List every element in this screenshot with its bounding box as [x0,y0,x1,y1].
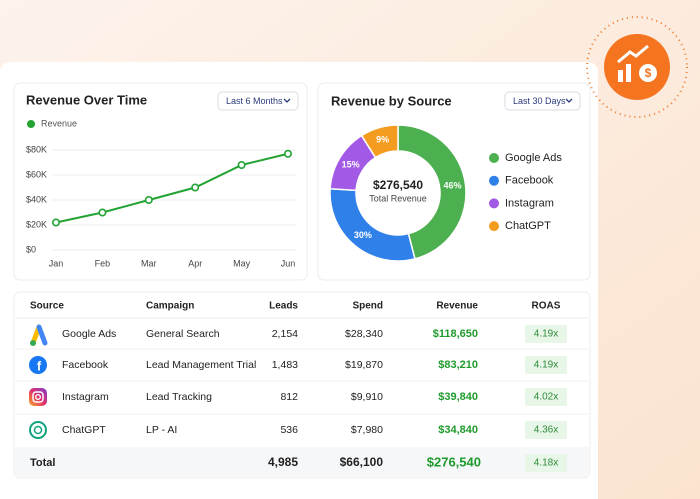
roas-value: 4.02x [534,392,558,403]
column-header: Spend [352,301,383,312]
legend-label: Google Ads [505,152,562,164]
table-cell: $9,910 [351,391,383,403]
chart-title: Revenue Over Time [26,92,147,107]
table-cell: LP - AI [146,424,177,436]
revenue-cell: $83,210 [438,359,478,371]
column-header: Revenue [436,301,478,312]
legend-marker [27,120,35,128]
segment-label: 15% [342,159,360,169]
legend-marker [489,175,499,186]
total-revenue: $276,540 [427,454,481,469]
table-card [13,291,591,479]
revenue-cell: $118,650 [433,328,478,340]
table-cell: 812 [280,391,298,403]
point [191,183,200,192]
column-header: Leads [269,301,298,312]
segment-label: 46% [444,180,462,190]
table-cell: 536 [280,424,298,436]
segment-label: 9% [376,135,389,145]
roas-value: 4.19x [534,360,558,371]
line [55,152,289,224]
legend-marker [489,221,499,232]
legend-label: ChatGPT [505,220,551,232]
legend-marker [489,198,499,209]
total-row-bg [15,447,589,477]
legend-label: Revenue [41,118,77,128]
line-card [13,82,308,281]
x-tick-label: Feb [95,258,111,268]
table-cell: $7,980 [351,424,383,436]
dropdown-arrow [283,98,291,103]
facebook-icon: f [29,356,47,374]
table-cell: Lead Tracking [146,391,212,403]
google-ads-icon [30,324,48,346]
table-cell: Instagram [62,391,109,403]
dropdown [217,91,299,111]
center-value: $276,540 [373,178,423,192]
dropdown [504,91,581,111]
roas-badge [525,325,567,343]
donut-segment [360,124,399,159]
roas-value: 4.19x [534,329,558,340]
dropdown-arrow [565,98,573,103]
point [144,196,153,205]
roas-badge [525,356,567,374]
chatgpt-icon [29,421,47,439]
y-tick-label: $80K [26,144,47,154]
x-tick-label: Apr [188,258,202,268]
legend-label: Instagram [505,197,554,209]
table-cell: 2,154 [272,328,298,340]
y-tick-label: $20K [26,219,47,229]
table-cell: General Search [146,328,220,340]
roas-badge [525,421,567,439]
roas-value: 4.18x [534,458,558,469]
badge-icon: $ [586,16,688,118]
roas-badge [525,454,567,472]
segment-label: 30% [354,230,372,240]
roas-badge [525,388,567,406]
svg-text:$: $ [645,66,652,80]
column-header: ROAS [532,301,561,312]
total-label: Total [30,457,55,469]
center-label: Total Revenue [369,193,427,203]
point [237,161,246,170]
legend-label: Facebook [505,175,554,187]
table-cell: $28,340 [345,328,383,340]
column-header: Source [30,301,64,312]
x-tick-label: Jun [281,258,296,268]
y-tick-label: $0 [26,244,36,254]
table-cell: Lead Management Trial [146,359,256,371]
dropdown-label: Last 30 Days [513,96,566,106]
point [51,218,60,227]
table-cell: $19,870 [345,359,383,371]
table-cell: 1,483 [272,359,298,371]
legend-marker [489,153,499,163]
chart-title: Revenue by Source [331,93,452,108]
y-tick-label: $60K [26,169,47,179]
point [98,208,107,217]
table-cell: Google Ads [62,328,116,340]
revenue-cell: $34,840 [438,424,478,436]
x-tick-label: May [233,258,251,268]
x-tick-label: Mar [141,258,157,268]
column-header: Campaign [146,301,194,312]
total-spend: $66,100 [340,455,384,469]
instagram-icon [29,388,47,406]
revenue-cell: $39,840 [438,391,478,403]
roas-value: 4.36x [534,425,558,436]
y-tick-label: $40K [26,194,47,204]
x-tick-label: Jan [49,258,64,268]
svg-text:f: f [37,358,42,373]
donut-segment [397,124,467,260]
dropdown-label: Last 6 Months [226,96,283,106]
table-cell: ChatGPT [62,424,106,436]
total-leads: 4,985 [268,455,298,469]
point [283,149,292,158]
table-cell: Facebook [62,359,109,371]
